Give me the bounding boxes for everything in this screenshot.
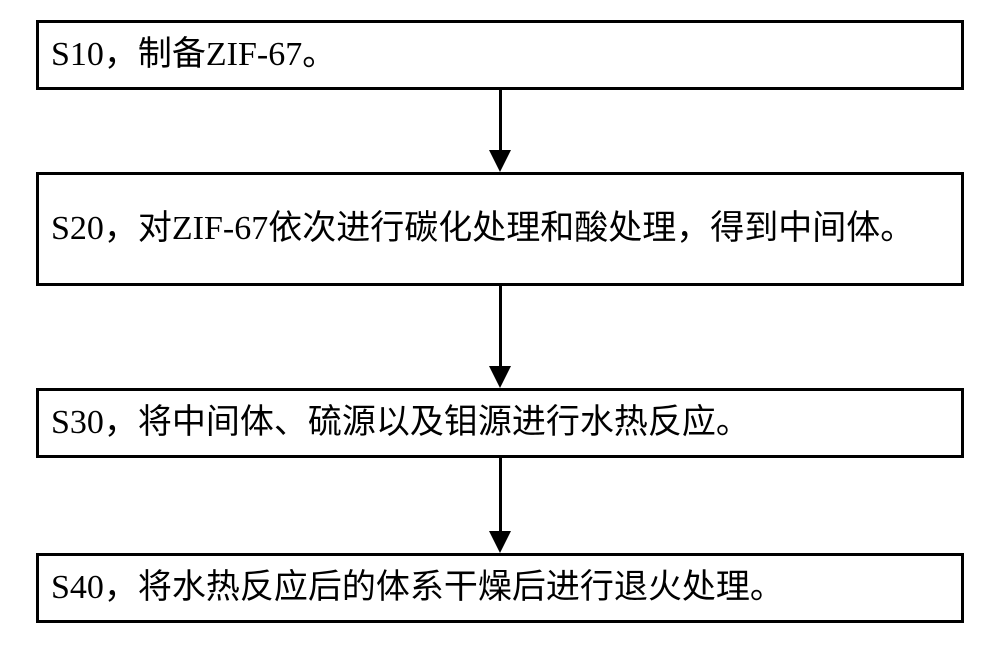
flowchart-arrow-head-1 <box>489 150 511 172</box>
flowchart-canvas: S10，制备ZIF-67。 S20，对ZIF-67依次进行碳化处理和酸处理，得到… <box>0 0 1000 650</box>
flowchart-node-s40: S40，将水热反应后的体系干燥后进行退火处理。 <box>36 553 964 623</box>
flowchart-arrow-head-3 <box>489 531 511 553</box>
flowchart-node-s10: S10，制备ZIF-67。 <box>36 20 964 90</box>
flowchart-arrow-line-2 <box>499 286 502 366</box>
flowchart-node-s20: S20，对ZIF-67依次进行碳化处理和酸处理，得到中间体。 <box>36 172 964 286</box>
flowchart-node-s30: S30，将中间体、硫源以及钼源进行水热反应。 <box>36 388 964 458</box>
flowchart-node-s30-text: S30，将中间体、硫源以及钼源进行水热反应。 <box>51 400 951 446</box>
flowchart-arrow-line-1 <box>499 90 502 150</box>
flowchart-node-s20-text: S20，对ZIF-67依次进行碳化处理和酸处理，得到中间体。 <box>51 206 951 252</box>
flowchart-node-s10-text: S10，制备ZIF-67。 <box>51 32 951 78</box>
flowchart-arrow-head-2 <box>489 366 511 388</box>
flowchart-arrow-line-3 <box>499 458 502 531</box>
flowchart-node-s40-text: S40，将水热反应后的体系干燥后进行退火处理。 <box>51 565 951 611</box>
